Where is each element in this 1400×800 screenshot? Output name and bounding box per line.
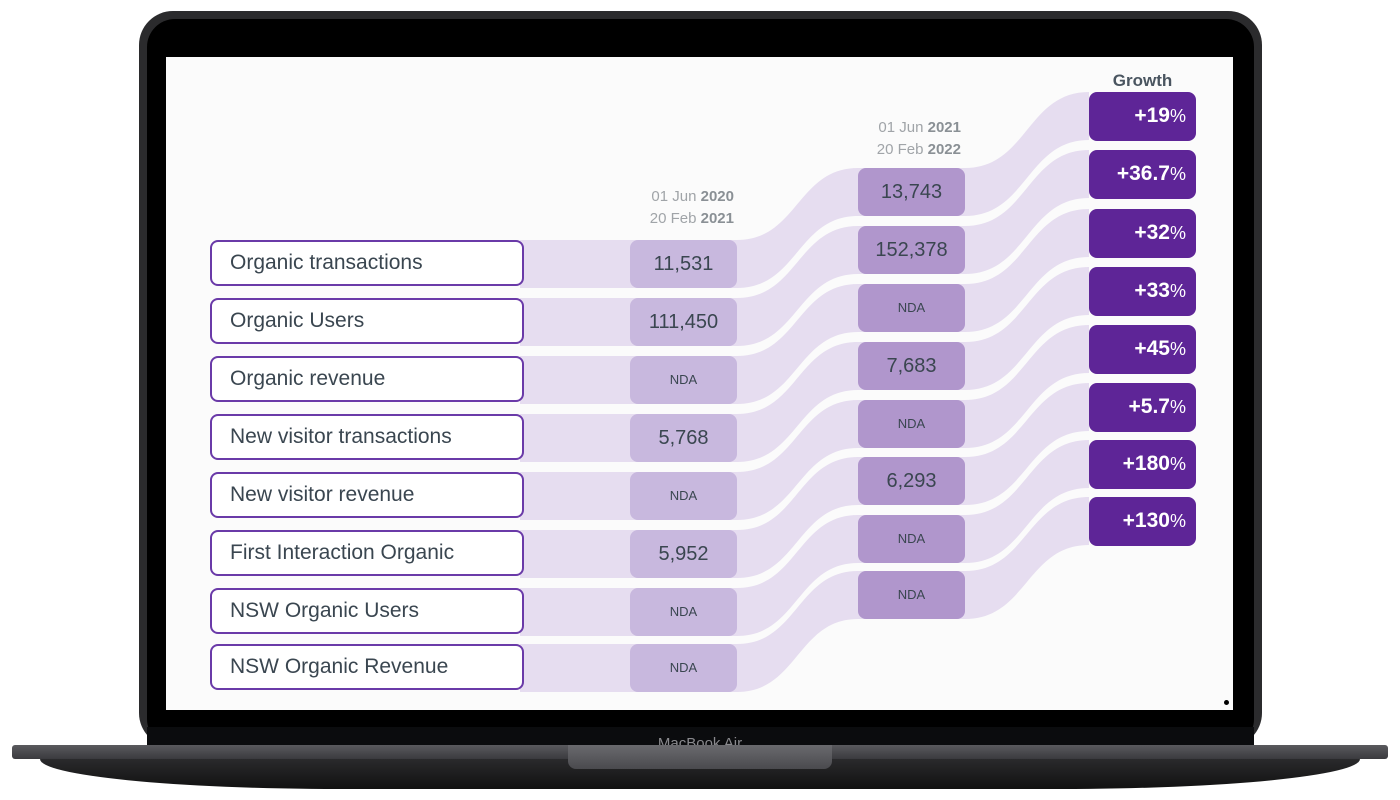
period1-value: 11,531 — [630, 240, 737, 288]
metric-label: Organic revenue — [210, 356, 524, 402]
flow-band — [520, 440, 1089, 636]
growth-header: Growth — [1112, 71, 1173, 90]
growth-value: +36.7 — [1116, 162, 1170, 185]
period1-value: 5,952 — [630, 530, 737, 578]
growth-value: +33 — [1134, 279, 1170, 302]
growth-value: +45 — [1134, 337, 1170, 360]
percent-sign: % — [1169, 397, 1186, 417]
growth-badge: +36.7% — [1089, 150, 1196, 199]
slide-dot — [1224, 700, 1229, 705]
flow-band — [520, 267, 1089, 462]
flow-band — [520, 92, 1089, 288]
percent-sign: % — [1169, 339, 1186, 359]
period2-value: NDA — [858, 400, 965, 448]
metric-label: First Interaction Organic — [210, 530, 524, 576]
growth-badge: +45% — [1089, 325, 1196, 374]
growth-badge: +19% — [1089, 92, 1196, 141]
lid-notch — [568, 745, 832, 769]
growth-badge: +130% — [1089, 497, 1196, 546]
growth-badge: +5.7% — [1089, 383, 1196, 432]
period1-value: NDA — [630, 588, 737, 636]
metric-label: NSW Organic Revenue — [210, 644, 524, 690]
period2-value: NDA — [858, 571, 965, 619]
period2-value: 13,743 — [858, 168, 965, 216]
flow-band — [520, 497, 1089, 692]
period1-value: 111,450 — [630, 298, 737, 346]
metric-label: NSW Organic Users — [210, 588, 524, 634]
metric-label: New visitor revenue — [210, 472, 524, 518]
percent-sign: % — [1169, 281, 1186, 301]
metric-label: Organic Users — [210, 298, 524, 344]
period2-value: NDA — [858, 515, 965, 563]
period2-header: 01 Jun 2021 20 Feb 2022 — [876, 119, 961, 158]
percent-sign: % — [1169, 511, 1186, 531]
growth-badge: +32% — [1089, 209, 1196, 258]
period1-value: NDA — [630, 644, 737, 692]
growth-badge: +180% — [1089, 440, 1196, 489]
growth-value: +130 — [1122, 509, 1170, 532]
growth-value: +32 — [1134, 221, 1170, 244]
growth-value: +5.7 — [1128, 395, 1170, 418]
percent-sign: % — [1169, 223, 1186, 243]
percent-sign: % — [1169, 454, 1186, 474]
growth-value: +180 — [1122, 452, 1170, 475]
period2-value: NDA — [858, 284, 965, 332]
flow-band — [520, 383, 1089, 578]
period2-value: 7,683 — [858, 342, 965, 390]
period1-value: NDA — [630, 356, 737, 404]
growth-value: +19 — [1134, 104, 1170, 127]
flow-band — [520, 209, 1089, 404]
period1-header: 01 Jun 2020 20 Feb 2021 — [649, 188, 734, 227]
flow-band — [520, 150, 1089, 346]
period1-value: NDA — [630, 472, 737, 520]
growth-badge: +33% — [1089, 267, 1196, 316]
metric-label: New visitor transactions — [210, 414, 524, 460]
percent-sign: % — [1169, 164, 1186, 184]
metric-label: Organic transactions — [210, 240, 524, 286]
period2-value: 152,378 — [858, 226, 965, 274]
period2-value: 6,293 — [858, 457, 965, 505]
bezel-chin — [147, 727, 1254, 747]
period1-value: 5,768 — [630, 414, 737, 462]
flow-band — [520, 325, 1089, 520]
percent-sign: % — [1169, 106, 1186, 126]
